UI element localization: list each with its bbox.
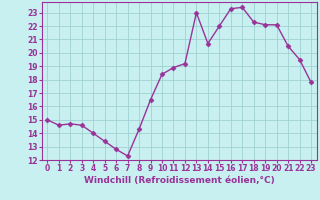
X-axis label: Windchill (Refroidissement éolien,°C): Windchill (Refroidissement éolien,°C) [84, 176, 275, 185]
